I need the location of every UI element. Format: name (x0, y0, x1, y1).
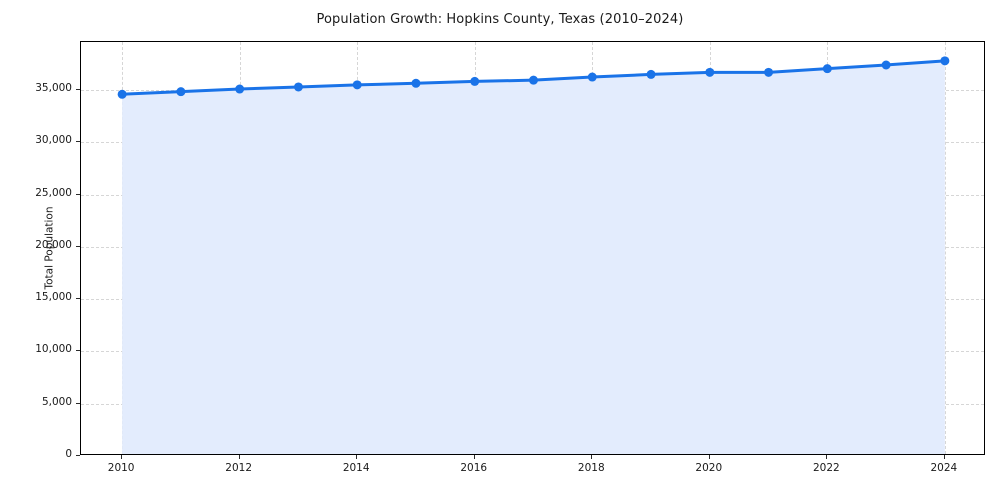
data-point-marker (822, 64, 832, 74)
x-axis-tick-mark (708, 455, 710, 459)
y-axis-tick-mark (76, 245, 80, 247)
chart-title: Population Growth: Hopkins County, Texas… (316, 12, 684, 27)
y-axis-tick-label: 20,000 (35, 238, 72, 251)
y-axis-tick-label: 5,000 (41, 395, 72, 408)
area-fill (122, 60, 945, 454)
data-point-marker (235, 84, 245, 94)
x-axis-tick-label: 2020 (695, 462, 723, 474)
data-point-marker (881, 60, 891, 70)
x-axis-tick-label: 2012 (225, 462, 253, 474)
y-axis-tick-mark (76, 402, 80, 404)
x-axis-tick-label: 2014 (342, 462, 370, 474)
x-axis-tick-mark (943, 455, 945, 459)
y-axis-tick-label: 15,000 (35, 291, 72, 304)
y-axis-tick-label: 30,000 (35, 134, 72, 147)
y-axis-tick-mark (76, 455, 80, 456)
data-point-marker (293, 82, 303, 92)
data-point-marker (176, 87, 186, 97)
y-axis-tick-mark (76, 141, 80, 143)
data-point-marker (352, 80, 362, 90)
x-axis-tick-label: 2018 (577, 462, 605, 474)
x-axis-tick-label: 2024 (930, 462, 958, 474)
data-point-marker (646, 69, 656, 79)
data-point-marker (764, 67, 774, 77)
x-axis-tick-label: 2022 (812, 462, 840, 474)
population-series (117, 56, 950, 454)
x-axis-tick-mark (238, 455, 240, 459)
x-axis-tick-label: 2010 (107, 462, 135, 474)
data-point-marker (470, 76, 480, 86)
x-axis-tick-label: 2016 (460, 462, 488, 474)
y-axis-tick-label: 25,000 (35, 186, 72, 199)
x-axis-tick-mark (121, 455, 123, 459)
y-axis-tick-label: 0 (65, 448, 72, 460)
y-axis-tick-label: 10,000 (35, 343, 72, 356)
y-axis-tick-mark (76, 298, 80, 300)
data-point-marker (117, 89, 127, 99)
data-point-marker (529, 75, 538, 85)
y-axis-tick-mark (76, 89, 80, 91)
x-axis-tick-mark (473, 455, 475, 459)
y-axis-tick-mark (76, 193, 80, 195)
y-axis-tick-label: 35,000 (35, 82, 72, 95)
data-point-marker (411, 78, 421, 88)
plot-area (80, 41, 985, 455)
data-point-marker (705, 67, 715, 77)
data-point-marker (940, 56, 950, 66)
y-axis-label-wrapper: Total Population (14, 41, 56, 455)
x-axis-tick-mark (356, 455, 358, 459)
x-axis-tick-mark (591, 455, 593, 459)
y-axis-tick-mark (76, 350, 80, 352)
data-point-marker (587, 72, 597, 82)
data-point-markers (117, 56, 950, 99)
x-axis-tick-mark (826, 455, 828, 459)
